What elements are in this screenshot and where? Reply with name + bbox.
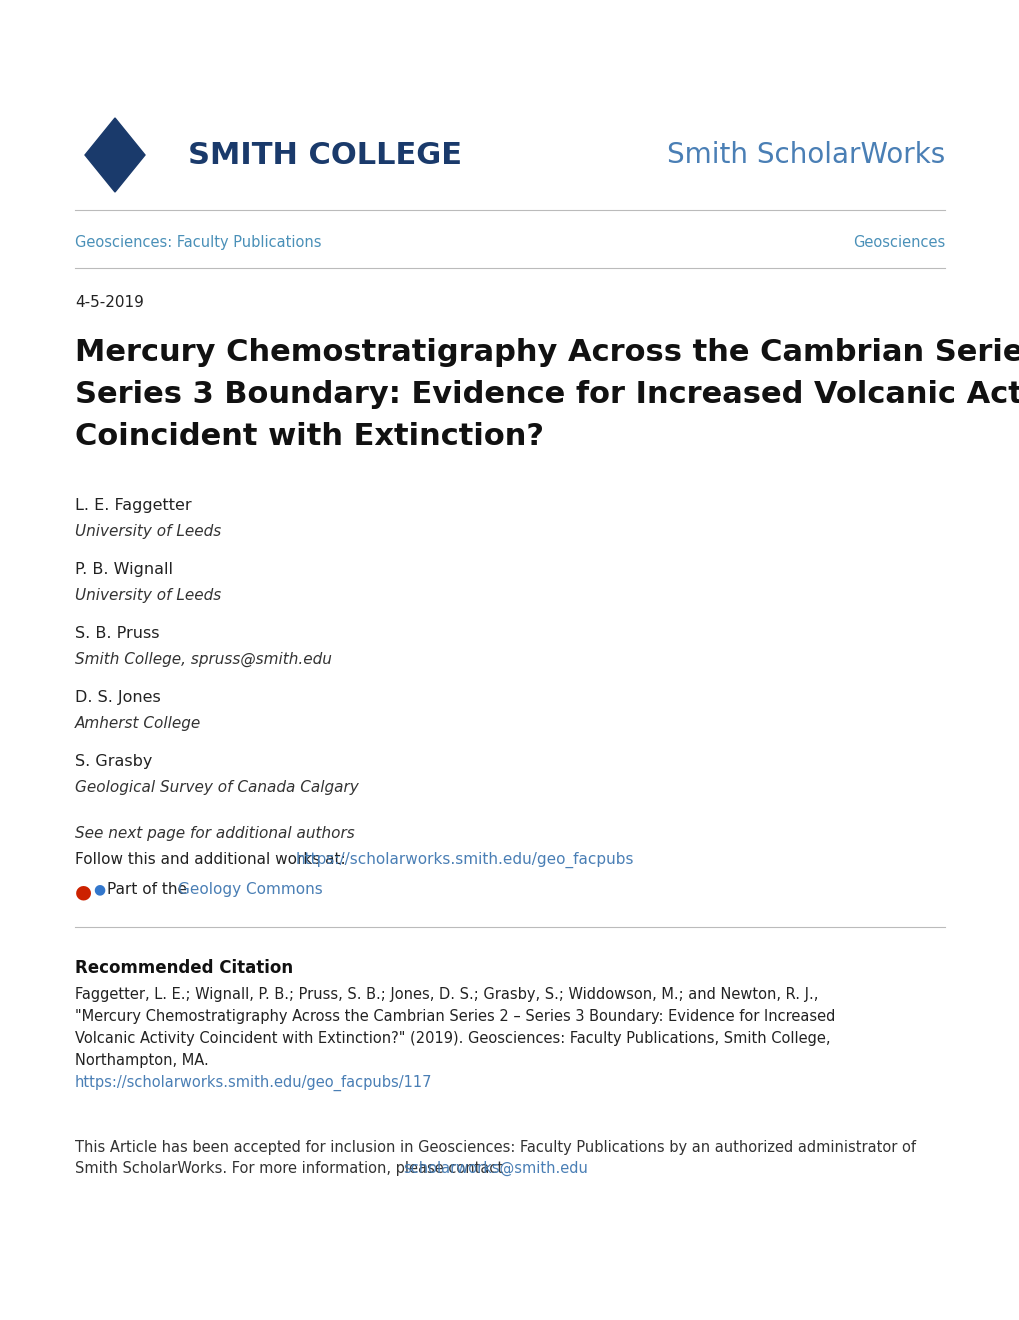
Text: This Article has been accepted for inclusion in Geosciences: Faculty Publication: This Article has been accepted for inclu… [75, 1140, 915, 1155]
Text: Smith ScholarWorks: Smith ScholarWorks [666, 141, 944, 169]
Text: Geosciences: Geosciences [852, 235, 944, 249]
Text: scholarworks@smith.edu: scholarworks@smith.edu [403, 1162, 587, 1176]
Text: University of Leeds: University of Leeds [75, 524, 221, 539]
Text: Northampton, MA.: Northampton, MA. [75, 1053, 209, 1068]
Text: S: S [101, 136, 128, 174]
Text: S. B. Pruss: S. B. Pruss [75, 626, 159, 642]
Text: Smith College, spruss@smith.edu: Smith College, spruss@smith.edu [75, 652, 331, 667]
Text: See next page for additional authors: See next page for additional authors [75, 826, 355, 841]
Text: Geosciences: Faculty Publications: Geosciences: Faculty Publications [75, 235, 321, 249]
Text: P. B. Wignall: P. B. Wignall [75, 562, 173, 577]
Text: 4-5-2019: 4-5-2019 [75, 294, 144, 310]
Text: University of Leeds: University of Leeds [75, 587, 221, 603]
Text: Recommended Citation: Recommended Citation [75, 960, 292, 977]
Text: Faggetter, L. E.; Wignall, P. B.; Pruss, S. B.; Jones, D. S.; Grasby, S.; Widdow: Faggetter, L. E.; Wignall, P. B.; Pruss,… [75, 987, 817, 1002]
Text: Volcanic Activity Coincident with Extinction?" (2019). Geosciences: Faculty Publ: Volcanic Activity Coincident with Extinc… [75, 1031, 829, 1045]
Text: Amherst College: Amherst College [75, 715, 201, 731]
Text: SMITH COLLEGE: SMITH COLLEGE [187, 140, 462, 169]
Text: Coincident with Extinction?: Coincident with Extinction? [75, 422, 543, 451]
Text: Part of the: Part of the [107, 882, 192, 898]
Text: Mercury Chemostratigraphy Across the Cambrian Series 2 –: Mercury Chemostratigraphy Across the Cam… [75, 338, 1019, 367]
Text: https://scholarworks.smith.edu/geo_facpubs: https://scholarworks.smith.edu/geo_facpu… [294, 851, 633, 869]
Text: https://scholarworks.smith.edu/geo_facpubs/117: https://scholarworks.smith.edu/geo_facpu… [75, 1074, 432, 1092]
Text: Smith ScholarWorks. For more information, please contact: Smith ScholarWorks. For more information… [75, 1162, 507, 1176]
Text: Geology Commons: Geology Commons [178, 882, 323, 898]
Text: Follow this and additional works at:: Follow this and additional works at: [75, 851, 351, 867]
Text: Geological Survey of Canada Calgary: Geological Survey of Canada Calgary [75, 780, 359, 795]
Text: ●: ● [75, 882, 92, 902]
Text: Series 3 Boundary: Evidence for Increased Volcanic Activity: Series 3 Boundary: Evidence for Increase… [75, 380, 1019, 409]
Text: ●: ● [93, 882, 105, 896]
Text: L. E. Faggetter: L. E. Faggetter [75, 498, 192, 513]
Text: S. Grasby: S. Grasby [75, 754, 152, 770]
Text: "Mercury Chemostratigraphy Across the Cambrian Series 2 – Series 3 Boundary: Evi: "Mercury Chemostratigraphy Across the Ca… [75, 1008, 835, 1024]
Text: D. S. Jones: D. S. Jones [75, 690, 161, 705]
